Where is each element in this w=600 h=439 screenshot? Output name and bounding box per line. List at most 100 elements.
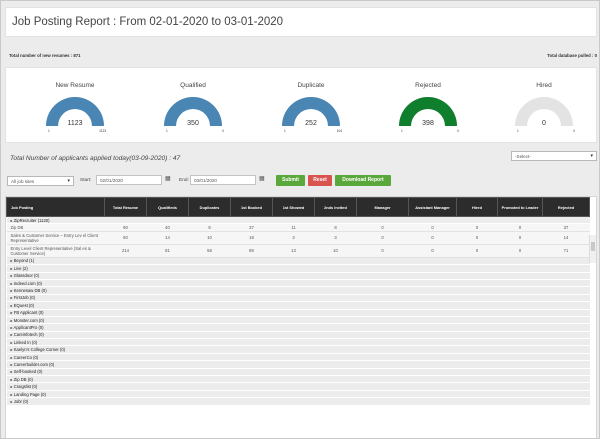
table-scrollbar[interactable] [589,235,596,263]
column-header[interactable]: Job Posting [6,197,105,217]
gauge-value: 398 [422,120,434,127]
table-cell: 0 [497,244,543,258]
table-cell: 37 [542,223,590,232]
column-header[interactable]: 1st Showed [272,197,315,217]
gauge-max: 1123 [99,129,106,133]
gauge-max: 0 [222,129,224,133]
group-row[interactable]: ▸ ZipRecruiter (1120) [6,216,590,225]
table-cell: 0 [356,223,409,232]
column-header[interactable]: Hired [456,197,498,217]
gauge-value: 0 [542,120,546,127]
group-row[interactable]: ▸ Monster.com (0) [6,316,590,325]
group-label: ▸ ApplicantPro (0) [6,323,590,332]
job-sites-select[interactable]: All job sites ▾ [7,176,74,186]
gauge-max: 0 [573,129,575,133]
table-cell: 3 [314,231,357,245]
table-cell: 89 [230,244,273,258]
column-header[interactable]: Qualifieds [146,197,189,217]
group-label: ▸ EQuest (0) [6,301,590,310]
job-posting-cell: Entry Level Client Representative (Sal e… [6,244,105,258]
gauge-new-resume: New Resume 1123 1 1123 [35,68,115,144]
group-row[interactable]: ▸ Craigslist (0) [6,382,590,391]
gauge-fill [399,97,457,126]
table-body: ▸ ZipRecruiter (1120) Zip DB 90 40 8 37 11 8 0 0 0… [6,216,590,406]
group-label: ▸ FirstJob (0) [6,294,590,303]
gauge-arc [46,97,104,126]
gauge-arc [515,97,573,126]
group-row[interactable]: ▸ Self-booked (0) [6,368,590,377]
column-header[interactable]: Assistant Manager [408,197,457,217]
gauge-min: 1 [48,129,50,133]
start-date-input[interactable]: 02/01/2020 [96,175,162,185]
end-date-input[interactable]: 03/01/2020 [190,175,256,185]
job-posting-cell: Zip DB [6,223,105,232]
group-row[interactable]: ▸ Careinfotech (0) [6,331,590,340]
column-header[interactable]: Manager [356,197,409,217]
group-row[interactable]: ▸ Glassdoor (0) [6,272,590,280]
table-cell: 71 [542,244,590,258]
table-cell: 10 [314,244,357,258]
table-row: Zip DB 90 40 8 37 11 8 0 0 0 0 37 [6,223,590,232]
group-label: ▸ FB Applicant (0) [6,309,590,317]
column-header[interactable]: Duplicates [188,197,231,217]
group-row[interactable]: ▸ Indeed.com (0) [6,279,590,288]
calendar-icon[interactable]: ▦ [165,176,171,182]
gauges-panel: New Resume 1123 1 1123 Qualified 350 1 0 Duplica… [5,67,597,143]
table-cell: 58 [188,244,231,258]
group-label: ▸ Kennesaw DB (0) [6,286,590,295]
group-row[interactable]: ▸ ApplicantPro (0) [6,323,590,332]
table-cell: 90 [104,223,147,232]
group-row[interactable]: ▸ CareerCo (0) [6,353,590,362]
submit-button[interactable]: Submit [276,175,305,186]
table-cell: 11 [272,223,315,232]
job-posting-cell: Sales & Customer Service – Entry Lev el … [6,231,105,245]
group-row[interactable]: ▸ Landing Page (0) [6,390,590,399]
filter-select-value: -Select- [515,154,531,159]
group-label: ▸ Careinfotech (0) [6,331,590,340]
end-date-value: 03/01/2020 [194,178,217,183]
table-cell: 0 [356,231,409,245]
gauge-qualified: Qualified 350 1 0 [153,68,233,144]
table-row: Sales & Customer Service – Entry Lev el … [6,231,590,245]
gauge-arc [399,97,457,126]
table-cell: 0 [408,231,457,245]
gauge-hired: Hired 0 1 0 [504,68,584,144]
gauge-label: Rejected [415,82,441,89]
gauge-arc [164,97,222,126]
gauge-fill [46,97,104,126]
group-row[interactable]: ▸ EQuest (0) [6,301,590,310]
table-cell: 8 [188,223,231,232]
gauge-track [515,97,573,126]
filter-select[interactable]: -Select- ▾ [511,151,597,161]
download-report-button[interactable]: Download Report [335,175,391,186]
chevron-down-icon: ▾ [67,178,70,184]
table-cell: 0 [408,223,457,232]
job-sites-value: All job sites [11,179,35,184]
scrollbar-thumb[interactable] [591,242,595,251]
group-row[interactable]: ▸ Linked In (0) [6,338,590,347]
group-row[interactable]: ▸ Jobr (0) [6,397,590,406]
column-header[interactable]: Total Resume [104,197,147,217]
group-row[interactable]: ▸ FB Applicant (0) [6,309,590,317]
table-cell: 18 [230,231,273,245]
calendar-icon[interactable]: ▦ [259,176,265,182]
group-row[interactable]: ▸ Kaelyn's College Corner (0) [6,345,590,354]
group-label: ▸ ZipRecruiter (1120) [6,216,590,225]
group-row[interactable]: ▸ Kennesaw DB (0) [6,286,590,295]
group-label: ▸ Kaelyn's College Corner (0) [6,345,590,354]
end-label: End: [179,178,189,183]
group-row[interactable]: ▸ Zip DB (0) [6,375,590,384]
column-header[interactable]: Rejected [542,197,590,217]
table-cell: 0 [456,223,498,232]
column-header[interactable]: 1st Booked [230,197,273,217]
gauge-max: 104 [336,129,342,133]
column-header[interactable]: Promoted to Leader [497,197,543,217]
group-row[interactable]: ▸ Beyond (1) [6,257,590,266]
gauge-fill [282,97,340,126]
database-pulled-count: Total database pulled : 0 [547,53,597,58]
group-row[interactable]: ▸ FirstJob (0) [6,294,590,303]
group-row[interactable]: ▸ Careerbuilder.com (0) [6,360,590,369]
reset-button[interactable]: Reset [308,175,332,186]
column-header[interactable]: 2nds Invited [314,197,357,217]
group-row[interactable]: ▸ Live (2) [6,264,590,273]
